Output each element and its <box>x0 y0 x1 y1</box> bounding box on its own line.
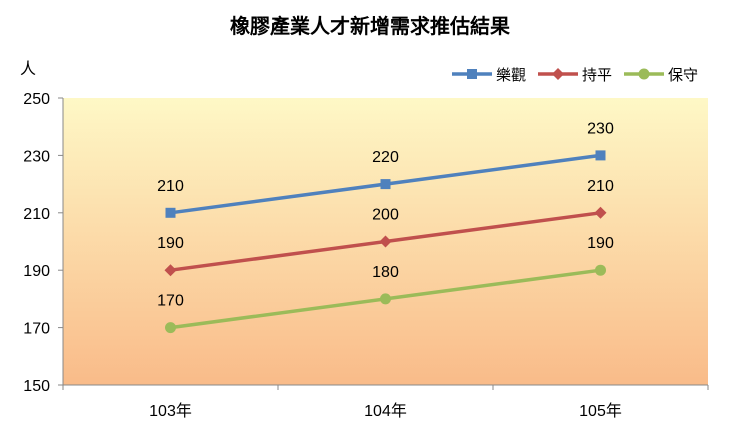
y-tick-label: 150 <box>23 378 50 395</box>
y-axis-unit-label: 人 <box>20 60 36 78</box>
data-point-marker <box>380 179 391 190</box>
legend-item-3: 保守 <box>624 67 698 84</box>
data-point-marker <box>164 264 177 277</box>
y-tick-label: 210 <box>23 206 50 223</box>
data-point-marker <box>595 150 606 161</box>
data-label: 220 <box>372 149 399 166</box>
chart-title: 橡膠產業人才新增需求推估結果 <box>230 14 510 38</box>
x-tick-label: 103年 <box>149 402 192 420</box>
y-tick-label: 250 <box>23 91 50 108</box>
legend-marker <box>467 69 477 79</box>
legend-label: 持平 <box>582 67 612 84</box>
data-label: 210 <box>587 178 614 195</box>
series-1: 210 220 230 <box>157 120 614 218</box>
legend-label: 樂觀 <box>496 67 526 84</box>
data-label: 180 <box>372 264 399 281</box>
series-2: 190 200 210 <box>157 178 614 277</box>
legend-marker <box>552 68 564 80</box>
data-point-marker <box>165 322 176 334</box>
data-label: 210 <box>157 178 184 195</box>
x-tick-label: 104年 <box>364 402 407 420</box>
data-point-marker <box>594 206 607 219</box>
data-label: 190 <box>157 235 184 252</box>
legend-marker <box>638 68 650 80</box>
axes: 150 170 190 210 230 250 103年 104年 105年 <box>23 91 709 420</box>
legend: 樂觀 持平 保守 <box>452 67 698 84</box>
data-point-marker <box>595 264 606 276</box>
data-point-marker <box>379 235 392 248</box>
series-layer: 210 220 230 190 200 210 170 180 190 <box>157 120 614 334</box>
legend-item-2: 持平 <box>538 67 612 84</box>
series-3: 170 180 190 <box>157 235 614 334</box>
y-tick-label: 170 <box>23 321 50 338</box>
data-label: 170 <box>157 293 184 310</box>
legend-item-1: 樂觀 <box>452 67 526 84</box>
data-point-marker <box>165 207 176 218</box>
y-tick-label: 190 <box>23 263 50 280</box>
x-tick-label: 105年 <box>579 402 622 420</box>
data-label: 200 <box>372 207 399 224</box>
legend-label: 保守 <box>668 67 698 84</box>
data-point-marker <box>380 293 391 305</box>
y-tick-label: 230 <box>23 148 50 165</box>
data-label: 190 <box>587 235 614 252</box>
data-label: 230 <box>587 120 614 137</box>
